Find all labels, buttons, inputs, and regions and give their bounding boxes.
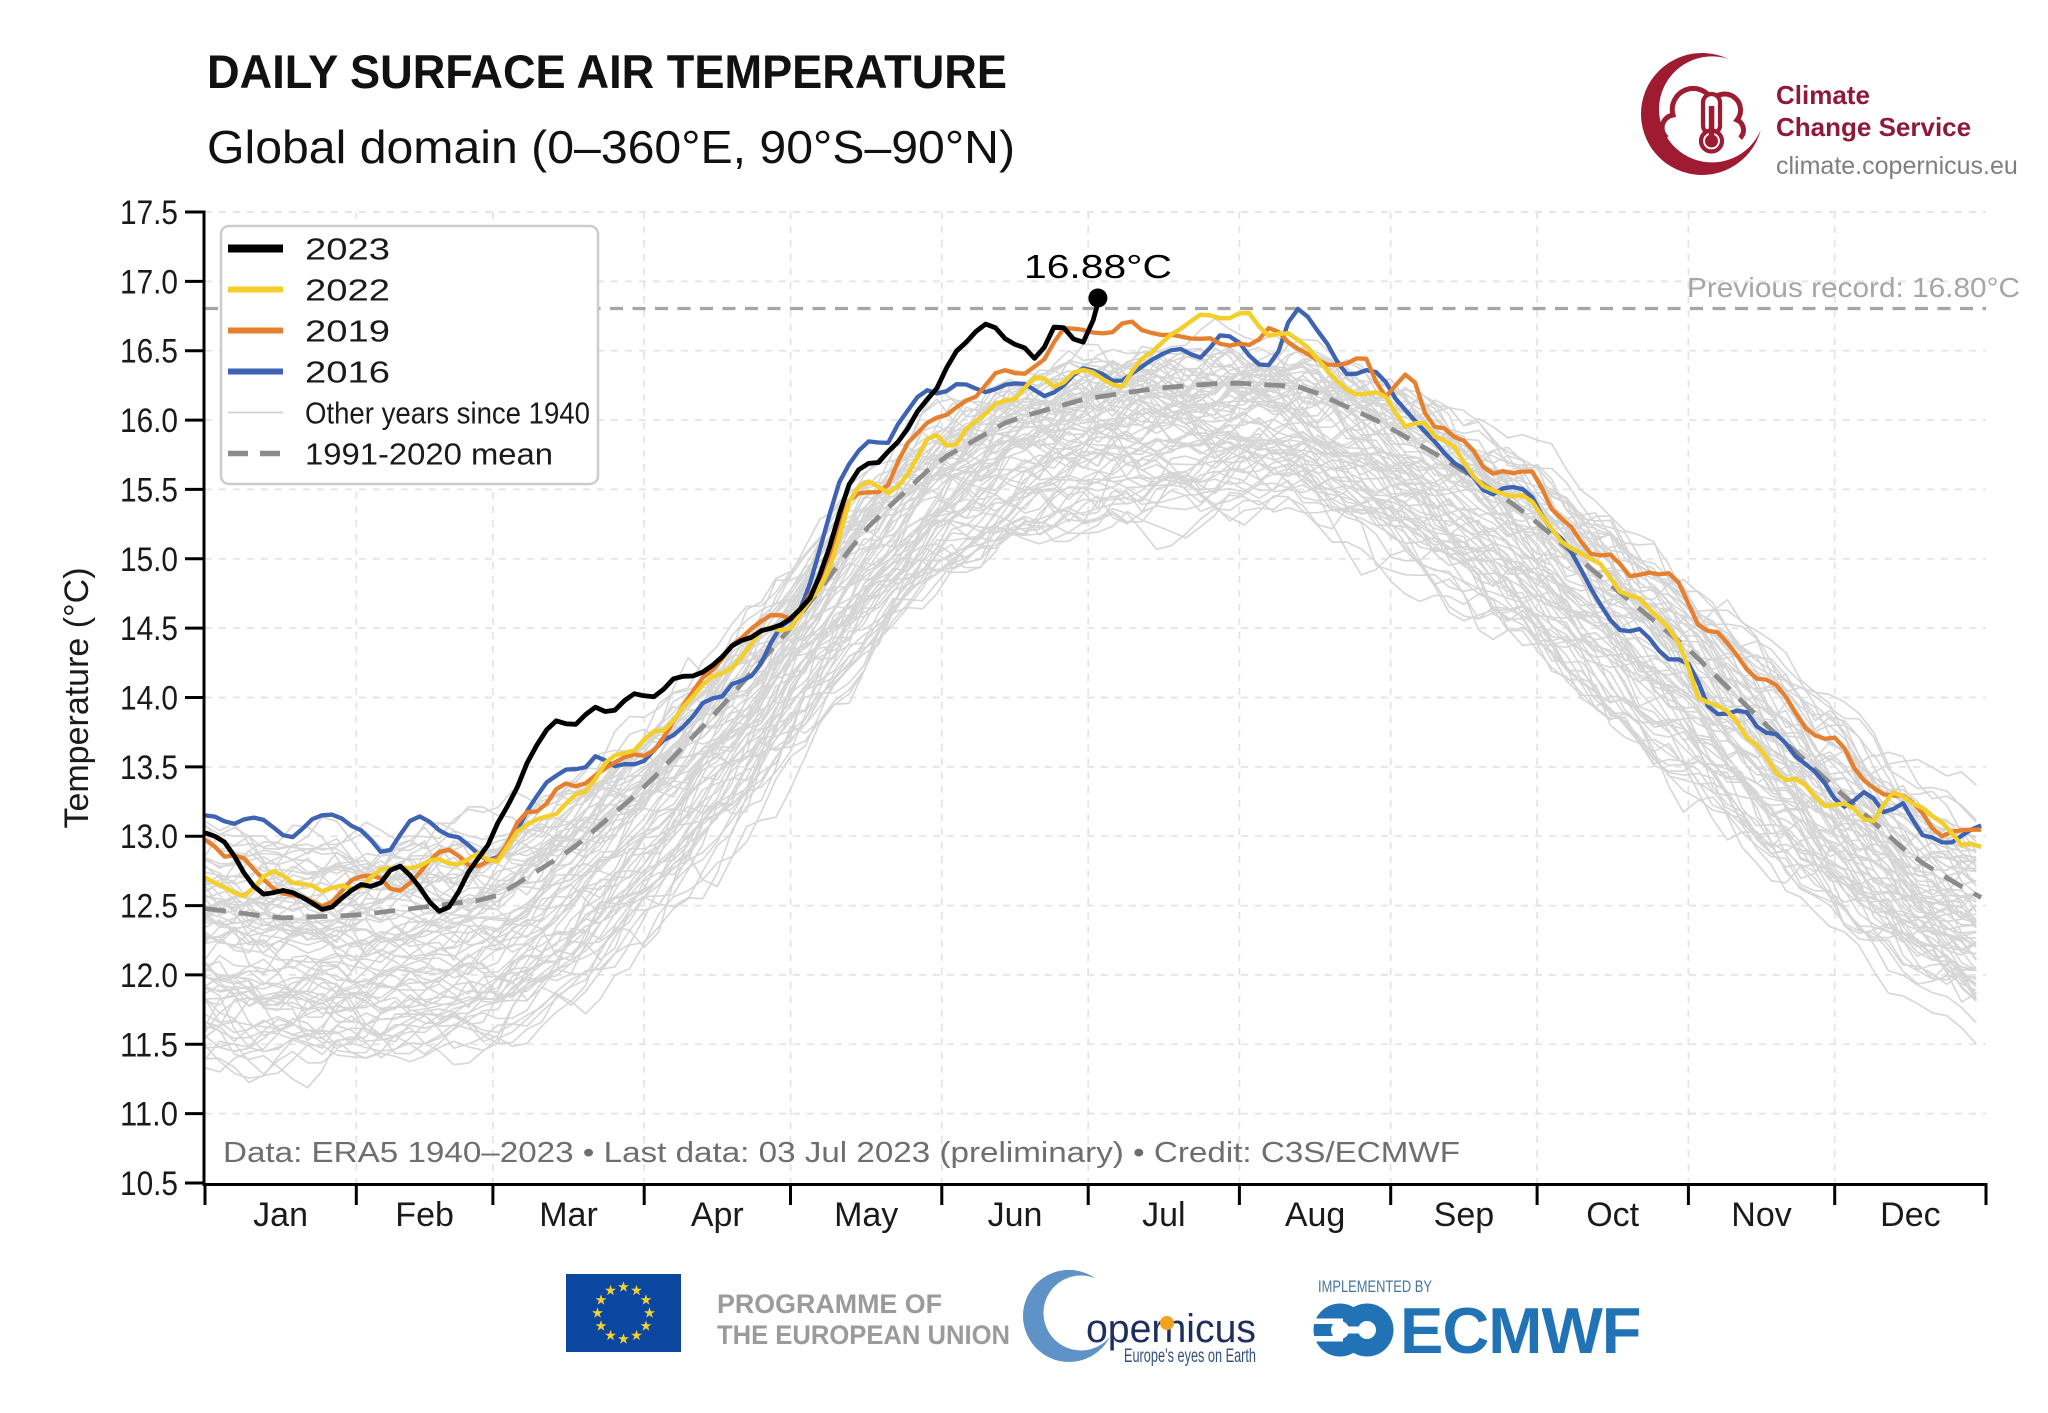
svg-text:THE EUROPEAN UNION: THE EUROPEAN UNION — [717, 1320, 1010, 1350]
svg-text:2022: 2022 — [305, 273, 390, 308]
svg-text:climate.copernicus.eu: climate.copernicus.eu — [1776, 152, 2018, 180]
svg-text:15.0: 15.0 — [120, 541, 178, 579]
svg-text:Data: ERA5 1940–2023 • Last da: Data: ERA5 1940–2023 • Last data: 03 Jul… — [223, 1137, 1460, 1169]
svg-text:Climate: Climate — [1776, 80, 1870, 110]
svg-text:Mar: Mar — [539, 1196, 598, 1234]
svg-text:Temperature (°C): Temperature (°C) — [58, 567, 96, 828]
svg-text:Change Service: Change Service — [1776, 112, 1971, 142]
svg-text:12.0: 12.0 — [120, 957, 178, 995]
svg-text:Europe’s eyes on Earth: Europe’s eyes on Earth — [1124, 1346, 1256, 1367]
svg-text:1991-2020 mean: 1991-2020 mean — [305, 437, 553, 472]
svg-text:May: May — [834, 1196, 898, 1234]
svg-text:Jan: Jan — [253, 1196, 308, 1234]
svg-text:16.0: 16.0 — [120, 402, 178, 440]
svg-text:Oct: Oct — [1586, 1196, 1639, 1234]
svg-text:ECMWF: ECMWF — [1400, 1294, 1641, 1367]
svg-text:opernicus: opernicus — [1086, 1307, 1256, 1351]
svg-text:Sep: Sep — [1434, 1196, 1495, 1234]
svg-text:2016: 2016 — [305, 355, 390, 390]
svg-text:Jun: Jun — [988, 1196, 1043, 1234]
svg-text:15.5: 15.5 — [120, 471, 178, 509]
svg-text:2019: 2019 — [305, 314, 390, 349]
svg-text:Other years since 1940: Other years since 1940 — [305, 396, 590, 431]
svg-text:14.5: 14.5 — [120, 610, 178, 648]
svg-text:17.5: 17.5 — [120, 194, 178, 232]
svg-text:16.88°C: 16.88°C — [1024, 248, 1172, 285]
svg-text:Jul: Jul — [1142, 1196, 1185, 1234]
svg-text:DAILY SURFACE AIR TEMPERATURE: DAILY SURFACE AIR TEMPERATURE — [207, 45, 1007, 98]
svg-text:14.0: 14.0 — [120, 680, 178, 718]
svg-text:10.5: 10.5 — [120, 1165, 178, 1203]
svg-text:IMPLEMENTED BY: IMPLEMENTED BY — [1318, 1277, 1432, 1296]
svg-text:Previous record: 16.80°C: Previous record: 16.80°C — [1687, 272, 2020, 303]
svg-text:13.5: 13.5 — [120, 749, 178, 787]
svg-text:Feb: Feb — [395, 1196, 454, 1234]
svg-text:13.0: 13.0 — [120, 818, 178, 856]
svg-text:Apr: Apr — [691, 1196, 744, 1234]
svg-text:Aug: Aug — [1285, 1196, 1346, 1234]
svg-text:17.0: 17.0 — [120, 263, 178, 301]
svg-text:11.0: 11.0 — [120, 1096, 178, 1134]
svg-text:12.5: 12.5 — [120, 888, 178, 926]
svg-text:Nov: Nov — [1731, 1196, 1791, 1234]
svg-text:16.5: 16.5 — [120, 333, 178, 371]
svg-text:11.5: 11.5 — [120, 1026, 178, 1064]
svg-text:Global domain (0–360°E, 90°S–9: Global domain (0–360°E, 90°S–90°N) — [207, 121, 1015, 173]
svg-text:Dec: Dec — [1880, 1196, 1940, 1234]
svg-text:PROGRAMME OF: PROGRAMME OF — [717, 1289, 942, 1319]
svg-text:2023: 2023 — [305, 232, 390, 267]
